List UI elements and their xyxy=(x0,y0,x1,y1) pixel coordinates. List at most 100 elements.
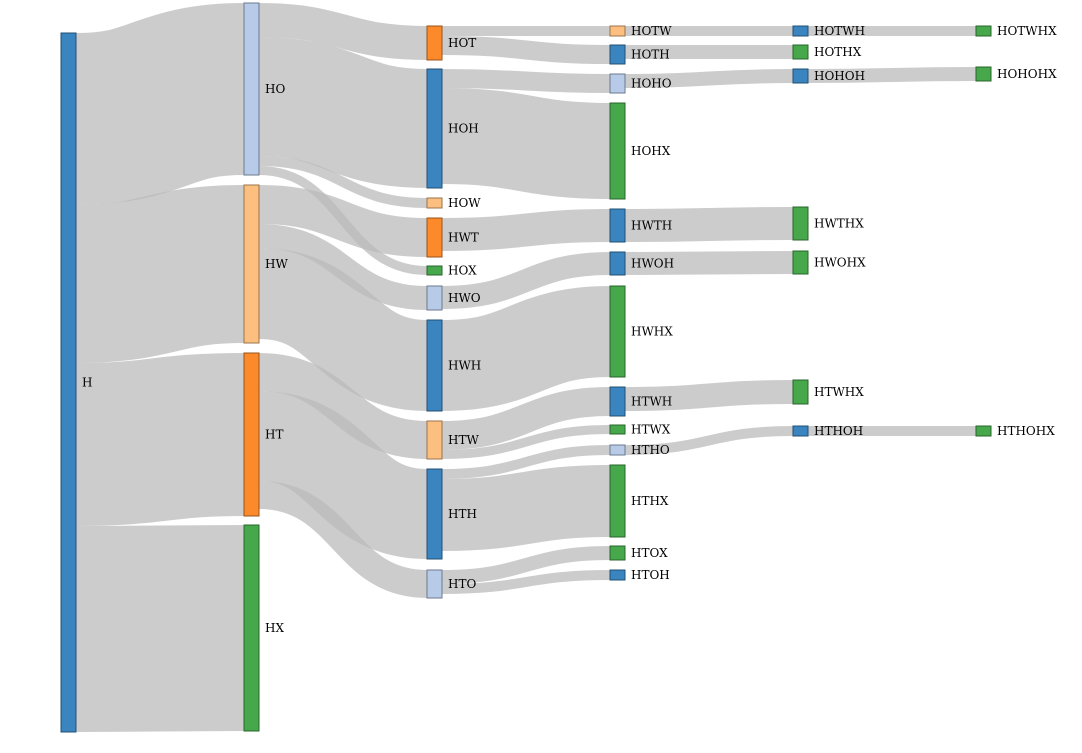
node-HX[interactable]: HX xyxy=(243,524,284,732)
node-rect-HOHOH[interactable] xyxy=(792,68,809,84)
node-HOTH[interactable]: HOTH xyxy=(609,44,670,65)
node-label-HOH: HOH xyxy=(448,122,479,136)
link-HOH-HOHO xyxy=(441,69,611,93)
node-rect-HOTWHX[interactable] xyxy=(975,25,992,37)
node-label-HWOH: HWOH xyxy=(631,257,674,271)
node-rect-HTWHX[interactable] xyxy=(792,379,809,405)
node-label-HOHO: HOHO xyxy=(631,77,672,91)
node-rect-HWT[interactable] xyxy=(426,217,443,258)
node-label-HOTWH: HOTWH xyxy=(814,24,865,38)
node-label-HW: HW xyxy=(265,257,288,271)
node-rect-HTHX[interactable] xyxy=(609,464,626,538)
node-HTOX[interactable]: HTOX xyxy=(609,545,668,561)
node-HW[interactable]: HW xyxy=(243,184,288,344)
link-HOH-HOHX xyxy=(441,88,611,199)
node-H[interactable]: H xyxy=(60,32,92,733)
node-rect-HOTH[interactable] xyxy=(609,44,626,65)
node-HOTW[interactable]: HOTW xyxy=(609,24,672,38)
link-HTWH-HTWHX xyxy=(624,380,794,411)
node-HWOHX[interactable]: HWOHX xyxy=(792,250,866,275)
node-rect-HTOH[interactable] xyxy=(609,569,626,581)
node-rect-HWOH[interactable] xyxy=(609,251,626,276)
node-HWOH[interactable]: HWOH xyxy=(609,251,674,276)
node-HO[interactable]: HO xyxy=(243,2,285,176)
link-HO-HOW xyxy=(258,156,428,208)
node-rect-HOTW[interactable] xyxy=(609,25,626,37)
link-HTHO-HTHOH xyxy=(624,426,794,455)
node-rect-HWH[interactable] xyxy=(426,319,443,412)
node-rect-HOH[interactable] xyxy=(426,68,443,189)
node-label-HOX: HOX xyxy=(448,264,477,278)
node-HWTHX[interactable]: HWTHX xyxy=(792,206,864,241)
node-rect-HW[interactable] xyxy=(243,184,260,344)
node-rect-HTO[interactable] xyxy=(426,569,443,599)
node-HT[interactable]: HT xyxy=(243,352,283,517)
node-HWH[interactable]: HWH xyxy=(426,319,481,412)
node-label-HTH: HTH xyxy=(448,507,477,521)
node-HOTWH[interactable]: HOTWH xyxy=(792,24,865,38)
node-rect-HTHO[interactable] xyxy=(609,444,626,456)
link-HOHO-HOHOH xyxy=(624,69,794,88)
node-HWO[interactable]: HWO xyxy=(426,285,481,311)
node-label-HO: HO xyxy=(265,82,285,96)
node-rect-HWO[interactable] xyxy=(426,285,443,311)
node-label-HWTH: HWTH xyxy=(631,219,672,233)
node-HWHX[interactable]: HWHX xyxy=(609,285,673,378)
node-HTHX[interactable]: HTHX xyxy=(609,464,669,538)
node-HOHOHX[interactable]: HOHOHX xyxy=(975,66,1057,82)
node-rect-HOHOHX[interactable] xyxy=(975,66,992,82)
node-rect-HTWH[interactable] xyxy=(609,386,626,417)
node-rect-HWHX[interactable] xyxy=(609,285,626,378)
node-HTH[interactable]: HTH xyxy=(426,468,477,560)
node-rect-HTWX[interactable] xyxy=(609,424,626,435)
node-rect-HTOX[interactable] xyxy=(609,545,626,561)
node-label-HTHOHX: HTHOHX xyxy=(997,424,1055,438)
node-HOX[interactable]: HOX xyxy=(426,264,477,278)
node-label-HTOH: HTOH xyxy=(631,568,670,582)
node-rect-HOW[interactable] xyxy=(426,197,443,209)
node-HWT[interactable]: HWT xyxy=(426,217,479,258)
node-HOHO[interactable]: HOHO xyxy=(609,73,672,94)
node-HTHOHX[interactable]: HTHOHX xyxy=(975,424,1055,438)
node-HTW[interactable]: HTW xyxy=(426,420,479,460)
node-HOTWHX[interactable]: HOTWHX xyxy=(975,24,1057,38)
node-HTWHX[interactable]: HTWHX xyxy=(792,379,864,405)
node-HTWH[interactable]: HTWH xyxy=(609,386,672,417)
node-rect-HWTHX[interactable] xyxy=(792,206,809,241)
node-label-HWHX: HWHX xyxy=(631,325,673,339)
node-rect-HOTWH[interactable] xyxy=(792,25,809,37)
node-rect-HX[interactable] xyxy=(243,524,260,732)
node-rect-HO[interactable] xyxy=(243,2,260,176)
node-HOHX[interactable]: HOHX xyxy=(609,102,671,200)
node-HOTHX[interactable]: HOTHX xyxy=(792,44,862,60)
node-HOT[interactable]: HOT xyxy=(426,25,476,61)
node-rect-HOHX[interactable] xyxy=(609,102,626,200)
link-HTW-HTWX xyxy=(441,425,611,459)
node-rect-HWOHX[interactable] xyxy=(792,250,809,275)
node-rect-HTH[interactable] xyxy=(426,468,443,560)
node-rect-HTHOH[interactable] xyxy=(792,425,809,437)
node-HTWX[interactable]: HTWX xyxy=(609,423,671,437)
link-HOHOH-HOHOHX xyxy=(807,67,977,83)
node-rect-HT[interactable] xyxy=(243,352,260,517)
node-HOW[interactable]: HOW xyxy=(426,196,481,210)
node-HOH[interactable]: HOH xyxy=(426,68,479,189)
node-rect-H[interactable] xyxy=(60,32,77,733)
node-rect-HOX[interactable] xyxy=(426,265,443,276)
node-HTO[interactable]: HTO xyxy=(426,569,476,599)
node-HOHOH[interactable]: HOHOH xyxy=(792,68,865,84)
node-HTHO[interactable]: HTHO xyxy=(609,443,670,457)
node-HWTH[interactable]: HWTH xyxy=(609,208,672,243)
node-rect-HOTHX[interactable] xyxy=(792,44,809,60)
link-HTW-HTWH xyxy=(441,387,611,450)
link-HTH-HTHX xyxy=(441,465,611,551)
node-HTOH[interactable]: HTOH xyxy=(609,568,670,582)
node-rect-HTHOHX[interactable] xyxy=(975,425,992,437)
node-rect-HTW[interactable] xyxy=(426,420,443,460)
link-HT-HTH xyxy=(256,391,430,559)
link-HTO-HTOH xyxy=(441,570,611,594)
node-rect-HOT[interactable] xyxy=(426,25,443,61)
node-rect-HWTH[interactable] xyxy=(609,208,626,243)
node-rect-HOHO[interactable] xyxy=(609,73,626,94)
node-HTHOH[interactable]: HTHOH xyxy=(792,424,863,438)
